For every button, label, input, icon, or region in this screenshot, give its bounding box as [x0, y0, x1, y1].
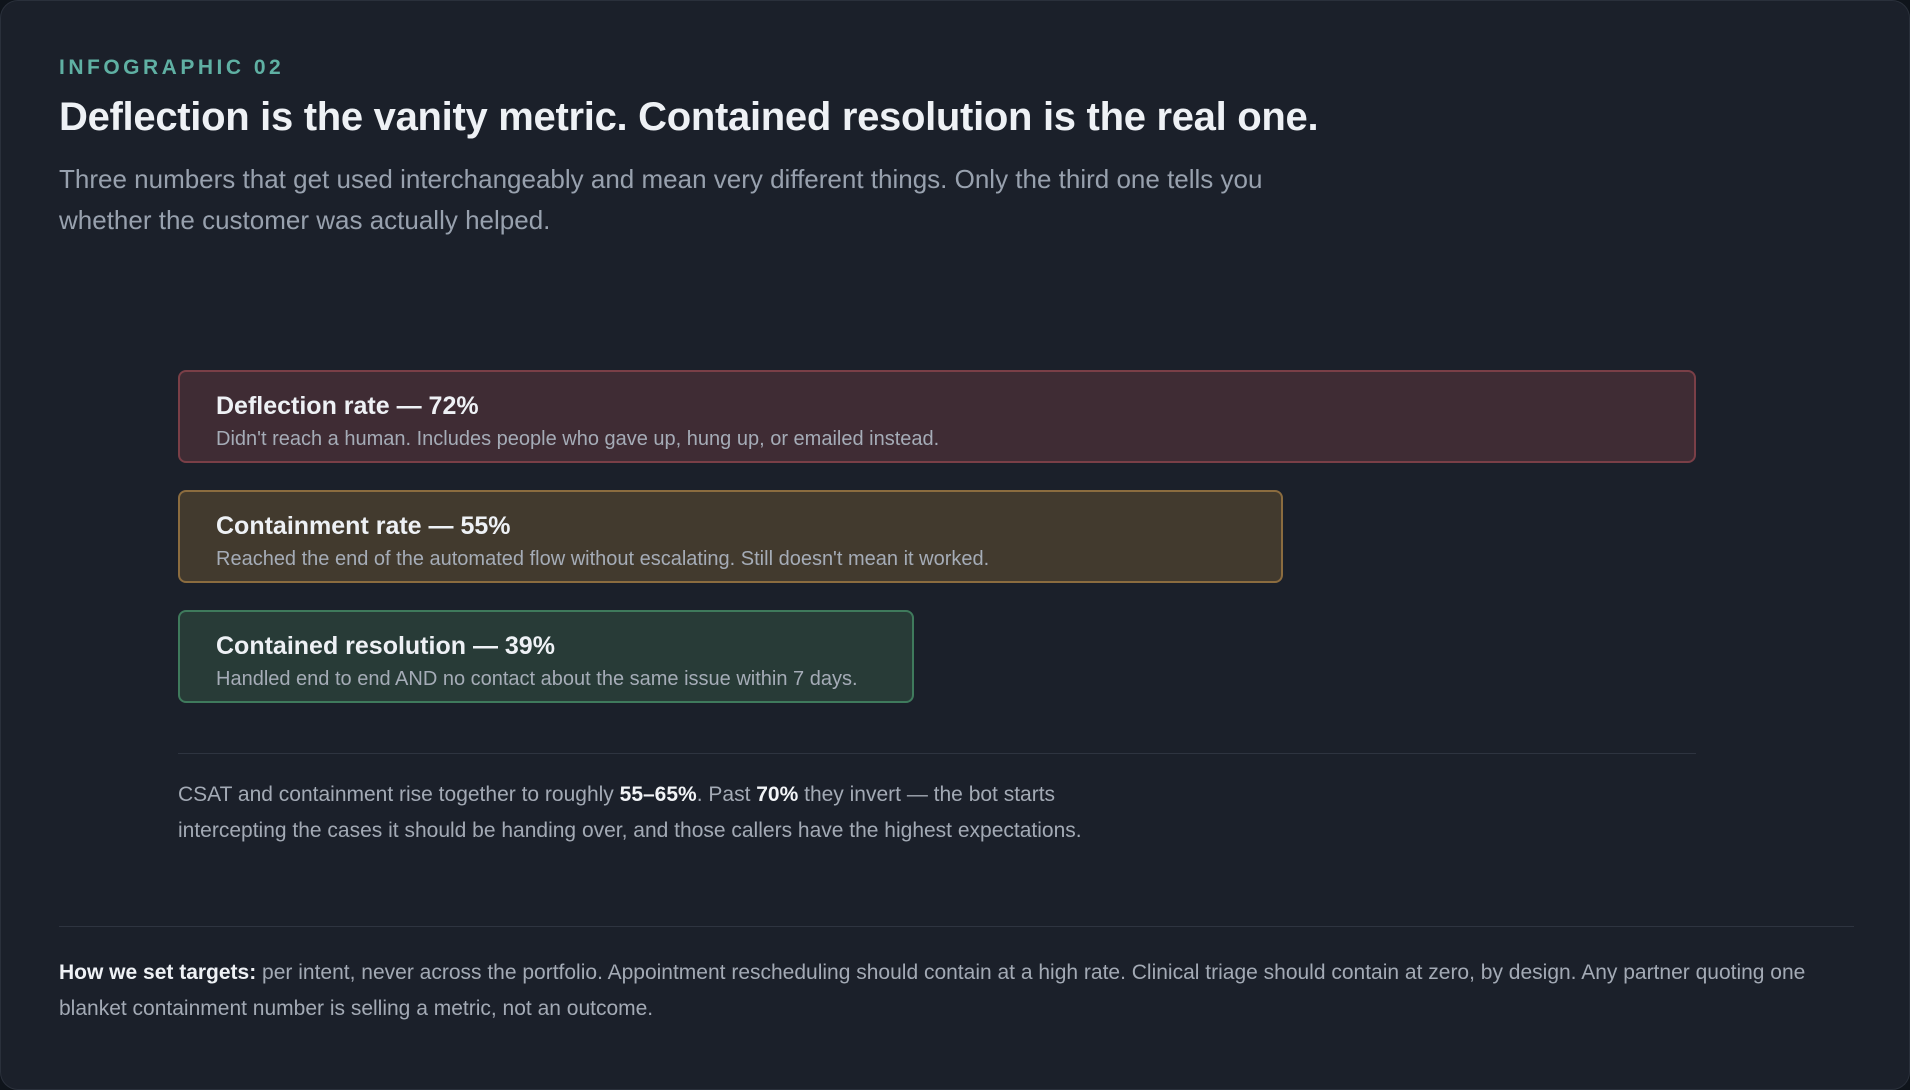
- insight-note: CSAT and containment rise together to ro…: [178, 777, 1138, 849]
- bar-description: Reached the end of the automated flow wi…: [216, 548, 990, 570]
- bar-description: Didn't reach a human. Includes people wh…: [216, 428, 940, 450]
- note-highlight-threshold: 70%: [756, 783, 799, 806]
- bar-containment-rate: Containment rate — 55% Reached the end of…: [178, 490, 1283, 583]
- bar-label: Deflection rate — 72%: [216, 392, 479, 420]
- note-text: . Past: [696, 783, 757, 806]
- divider: [178, 753, 1696, 754]
- page-subtitle: Three numbers that get used interchangea…: [59, 164, 1263, 235]
- footer-text: per intent, never across the portfolio. …: [59, 961, 1806, 1020]
- bar-label: Containment rate — 55%: [216, 512, 511, 540]
- note-text: CSAT and containment rise together to ro…: [178, 783, 620, 806]
- footer-divider: [59, 926, 1854, 927]
- bar-description: Handled end to end AND no contact about …: [216, 668, 858, 690]
- eyebrow-label: INFOGRAPHIC 02: [59, 56, 285, 79]
- footer-note: How we set targets: per intent, never ac…: [59, 955, 1859, 1027]
- note-text: they invert — the bot starts interceptin…: [178, 783, 1082, 842]
- note-highlight-range: 55–65%: [619, 783, 697, 806]
- page-title: Deflection is the vanity metric. Contain…: [59, 95, 1319, 139]
- bar-deflection-rate: Deflection rate — 72% Didn't reach a huma…: [178, 370, 1696, 463]
- bar-label: Contained resolution — 39%: [216, 632, 555, 660]
- footer-label: How we set targets:: [59, 961, 257, 984]
- bar-contained-resolution: Contained resolution — 39% Handled end to…: [178, 610, 914, 703]
